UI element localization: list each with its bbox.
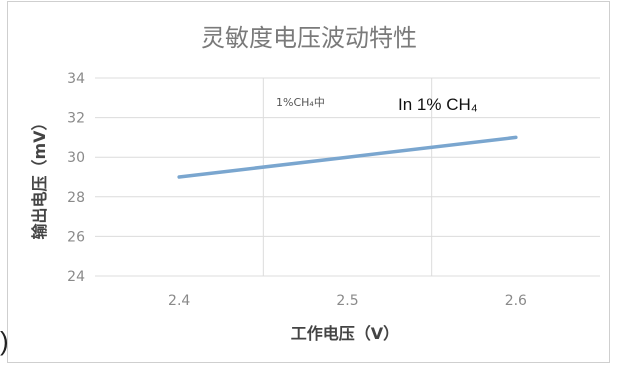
y-tick-label: 32 bbox=[67, 111, 85, 127]
data-point bbox=[177, 175, 181, 179]
y-tick-label: 30 bbox=[67, 150, 85, 166]
x-tick-label: 2.4 bbox=[168, 293, 190, 309]
x-tick-label: 2.5 bbox=[336, 293, 358, 309]
y-axis-title: 输出电压（mV） bbox=[30, 114, 49, 239]
data-point bbox=[346, 155, 349, 159]
grid-lines bbox=[95, 77, 600, 277]
y-tick-labels: 24 26 28 30 32 34 bbox=[67, 71, 85, 285]
x-tick-label: 2.6 bbox=[505, 293, 527, 309]
annotation-small: 1%CH₄中 bbox=[276, 96, 325, 109]
stray-parenthesis: ) bbox=[0, 326, 9, 356]
y-tick-label: 34 bbox=[67, 71, 85, 87]
x-axis-title: 工作电压（V） bbox=[291, 324, 399, 343]
y-tick-label: 28 bbox=[67, 190, 85, 206]
annotation-large: In 1% CH₄ bbox=[398, 95, 478, 114]
y-tick-label: 26 bbox=[67, 229, 85, 245]
chart-title: 灵敏度电压波动特性 bbox=[201, 24, 417, 52]
x-tick-labels: 2.4 2.5 2.6 bbox=[168, 293, 527, 309]
data-point bbox=[514, 135, 518, 139]
series-lines bbox=[177, 135, 518, 179]
y-tick-label: 24 bbox=[67, 269, 85, 285]
chart-frame bbox=[7, 1, 610, 363]
